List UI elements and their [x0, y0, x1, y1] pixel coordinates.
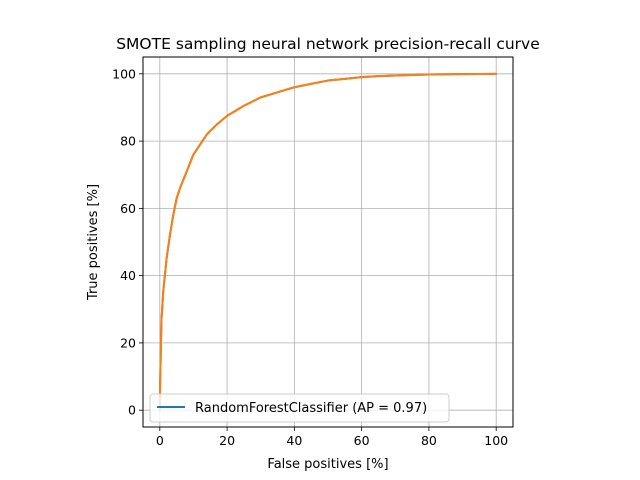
grid-lines: [143, 57, 513, 427]
chart-title: SMOTE sampling neural network precision-…: [116, 35, 540, 53]
y-tick-label: 80: [120, 134, 136, 149]
legend-entry-label: RandomForestClassifier (AP = 0.97): [195, 401, 427, 416]
legend-box: [149, 393, 450, 423]
y-tick-label: 0: [128, 403, 136, 418]
ticks: 0 20 40 60 80 100 0 20 40 60 80 100: [112, 66, 508, 448]
x-tick-label: 60: [354, 433, 370, 448]
y-tick-label: 100: [112, 66, 136, 81]
x-tick-label: 100: [484, 433, 508, 448]
y-tick-label: 40: [120, 268, 136, 283]
series-lines: [158, 72, 498, 412]
x-tick-label: 80: [421, 433, 437, 448]
series-line-1: [158, 72, 498, 412]
y-tick-label: 60: [120, 201, 136, 216]
x-axis-label: False positives [%]: [267, 457, 388, 472]
legend: RandomForestClassifier (AP = 0.97): [149, 393, 450, 423]
y-tick-label: 20: [120, 335, 136, 350]
x-tick-label: 40: [286, 433, 302, 448]
y-axis-label: True positives [%]: [86, 184, 101, 301]
x-tick-label: 0: [156, 433, 164, 448]
plot-frame: [142, 56, 514, 428]
plot-background: [143, 57, 513, 427]
x-tick-label: 20: [219, 433, 235, 448]
